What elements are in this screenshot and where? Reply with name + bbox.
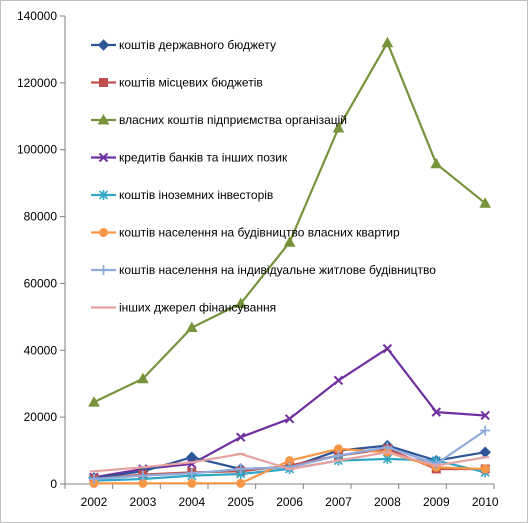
data-point (186, 468, 197, 479)
x-tick-label: 2004 (178, 495, 205, 509)
data-point (137, 470, 148, 481)
data-point (430, 157, 443, 169)
x-tick-label: 2002 (81, 495, 108, 509)
x-tick-label: 2006 (276, 495, 303, 509)
legend: коштів державного бюджету коштів місцевих… (91, 38, 436, 315)
data-point (480, 464, 490, 474)
x-tick-label: 2008 (374, 495, 401, 509)
x-tick-label: 2003 (130, 495, 157, 509)
y-tick-label: 120000 (17, 76, 57, 90)
legend-marker (97, 39, 110, 51)
legend-item: коштів місцевих бюджетів (91, 76, 263, 90)
y-tick-label: 0 (50, 477, 57, 491)
legend-item: власних коштів підприємства організацій (91, 113, 347, 127)
x-tick-label: 2010 (472, 495, 499, 509)
data-point (88, 396, 100, 407)
legend-marker (98, 152, 109, 163)
legend-marker (98, 265, 109, 275)
data-point (89, 473, 99, 484)
data-point (382, 343, 393, 354)
legend-label: коштів державного бюджету (119, 38, 276, 52)
data-point (332, 121, 345, 133)
data-point (137, 372, 149, 384)
legend-label: кредитів банків та інших позик (119, 151, 288, 165)
data-point (382, 442, 393, 453)
data-point (479, 446, 491, 458)
data-point (479, 197, 492, 208)
data-point (283, 236, 296, 247)
legend-item: коштів населення на будівництво власних … (91, 226, 400, 240)
data-point (187, 478, 197, 488)
legend-label: коштів населення на індивідуальне житлов… (119, 263, 436, 277)
legend-item: коштів іноземних інвесторів (91, 188, 273, 202)
x-tick-label: 2007 (325, 495, 352, 509)
data-point (284, 414, 295, 424)
data-point (480, 425, 491, 436)
legend-item: коштів населення на індивідуальне житлов… (91, 263, 436, 277)
legend-label: власних коштів підприємства організацій (119, 113, 347, 127)
data-point (234, 297, 247, 308)
data-point (235, 463, 246, 474)
series-8 (90, 451, 490, 473)
legend-marker (97, 113, 110, 125)
data-point (333, 450, 344, 461)
legend-label: коштів населення на будівництво власних … (119, 226, 400, 240)
data-point (333, 375, 344, 386)
legend-marker (98, 190, 109, 200)
legend-marker (99, 228, 108, 237)
legend-label: інших джерел фінансування (119, 301, 276, 315)
data-point (185, 321, 198, 333)
legend-marker (99, 78, 108, 87)
data-point (431, 407, 442, 417)
y-tick-label: 20000 (24, 410, 58, 424)
data-point (381, 36, 394, 48)
legend-label: коштів місцевих бюджетів (119, 76, 263, 90)
data-point (236, 478, 246, 488)
series-7 (89, 425, 491, 484)
data-point (235, 432, 246, 442)
data-point (480, 410, 490, 421)
y-tick-label: 140000 (17, 9, 57, 23)
series-3 (88, 36, 492, 407)
y-tick-label: 40000 (24, 343, 58, 357)
x-tick-label: 2005 (227, 495, 254, 509)
y-tick-label: 60000 (24, 276, 58, 290)
legend-item: коштів державного бюджету (91, 38, 276, 52)
legend-item: інших джерел фінансування (91, 301, 276, 315)
legend-label: коштів іноземних інвесторів (119, 188, 273, 202)
x-tick-label: 2009 (423, 495, 450, 509)
y-tick-label: 100000 (17, 143, 57, 157)
series-line (93, 41, 486, 404)
legend-item: кредитів банків та інших позик (91, 151, 288, 165)
y-tick-label: 80000 (24, 210, 58, 224)
